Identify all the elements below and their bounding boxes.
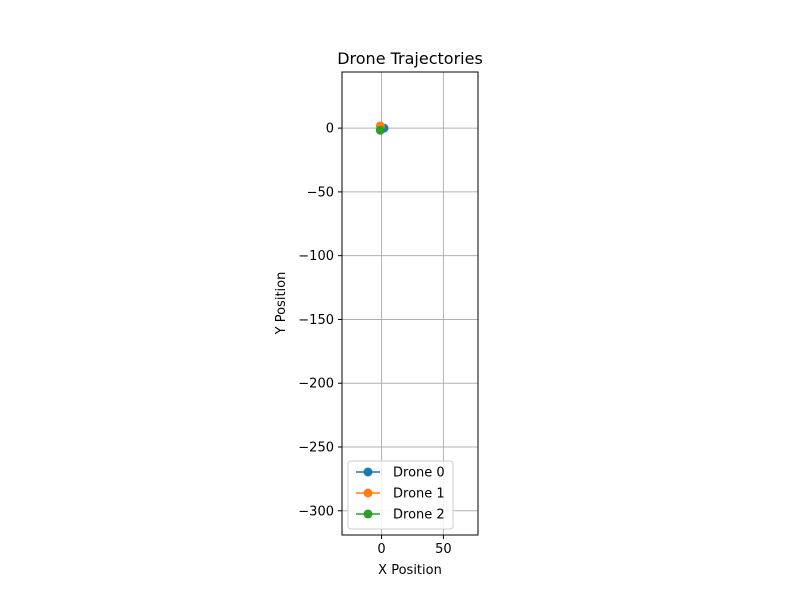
legend-box xyxy=(347,460,454,530)
y-tick-label: 0 xyxy=(326,122,334,137)
legend-marker xyxy=(363,509,373,519)
grid-lines xyxy=(342,72,478,535)
y-tick-label: −150 xyxy=(298,313,334,328)
y-tick-label: −300 xyxy=(298,504,334,519)
plot-area xyxy=(342,72,478,535)
y-tick-label: −250 xyxy=(298,440,334,455)
y-tick-label: −200 xyxy=(298,377,334,392)
chart-title: Drone Trajectories xyxy=(337,49,483,68)
series-drone-2 xyxy=(375,125,385,135)
legend-label: Drone 1 xyxy=(393,487,445,502)
legend-marker xyxy=(363,488,373,498)
legend-marker xyxy=(363,467,373,477)
x-tick-label: 50 xyxy=(435,542,452,557)
data-point xyxy=(375,125,385,135)
y-axis-label: Y Position xyxy=(274,272,289,336)
x-axis-label: X Position xyxy=(378,563,442,578)
legend-label: Drone 0 xyxy=(393,466,445,481)
series-layer xyxy=(375,121,389,135)
legend: Drone 0 Drone 1 Drone 2 xyxy=(347,460,454,530)
y-axis-ticks: 0 −50 −100 −150 −200 −250 −300 xyxy=(298,122,342,519)
plot-frame xyxy=(341,71,479,536)
y-tick-label: −50 xyxy=(307,185,334,200)
y-tick-label: −100 xyxy=(298,249,334,264)
legend-label: Drone 2 xyxy=(393,508,445,523)
x-axis-ticks: 0 50 xyxy=(377,535,452,557)
x-tick-label: 0 xyxy=(377,542,385,557)
